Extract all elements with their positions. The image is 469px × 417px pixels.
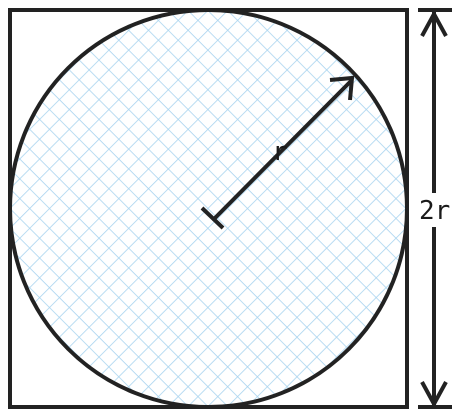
- radius-label: r: [272, 137, 288, 167]
- inscribed-circle: [8, 8, 409, 409]
- diameter-label-bg: [417, 193, 455, 227]
- radius-arrow: [200, 75, 355, 230]
- diameter-label: 2r: [419, 196, 450, 226]
